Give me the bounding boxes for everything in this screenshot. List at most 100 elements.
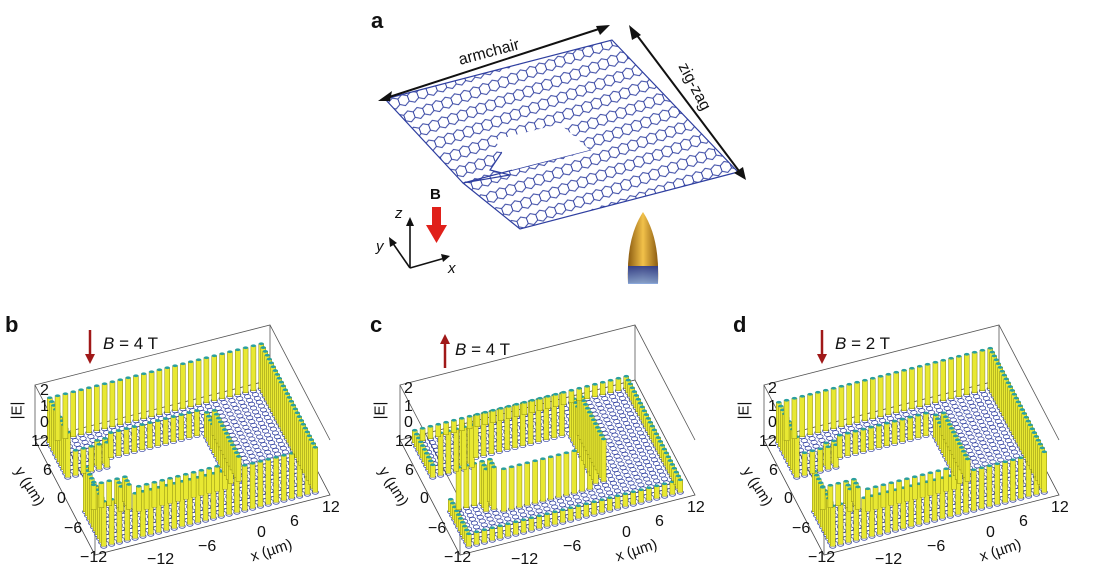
pillar-cap (282, 388, 288, 392)
lattice-site (981, 444, 989, 449)
lattice-site (649, 470, 657, 476)
lattice-site (975, 432, 983, 438)
panel-a-letter: a (371, 8, 384, 33)
lattice-site (605, 403, 613, 409)
edge-pillar (211, 355, 217, 401)
edge-pillar (281, 455, 287, 501)
pillar-cap (637, 401, 643, 405)
pillar-cap (638, 488, 644, 492)
field-label-a: B (430, 186, 441, 203)
edge-pillar (159, 480, 165, 506)
pillar-cap (451, 418, 457, 422)
edge-pillar (126, 484, 132, 510)
lattice-site (494, 514, 502, 520)
pillar-cap (960, 449, 967, 453)
edge-pillar (548, 456, 554, 500)
pillar-cap (98, 481, 105, 485)
edge-pillar (501, 468, 507, 512)
lattice-site (602, 482, 610, 488)
pillar-cap (599, 498, 605, 502)
lattice-site (246, 450, 254, 455)
lattice-site (979, 405, 987, 411)
edge-pillar (117, 379, 123, 425)
lattice-site (484, 512, 492, 518)
edge-pillar (461, 426, 467, 470)
lattice-site (644, 445, 652, 451)
pillar-cap (659, 443, 665, 447)
pillar-cap (302, 426, 308, 430)
zigzag-arrow (629, 25, 746, 180)
pillar-cap (817, 447, 823, 451)
edge-pillar (1041, 451, 1047, 493)
pillar-cap (204, 411, 210, 414)
edge-pillar (198, 470, 205, 496)
lattice-site (242, 425, 250, 430)
pillar-cap (843, 479, 849, 483)
pillar-cap (489, 461, 495, 465)
pillar-cap (122, 475, 128, 479)
edge-pillar (148, 371, 155, 417)
lattice-site (943, 406, 951, 411)
lattice-site (967, 434, 975, 440)
pillar-cap (1002, 460, 1008, 464)
edge-pillar (575, 505, 582, 519)
pillar-cap (312, 445, 318, 449)
edge-pillar (799, 396, 805, 437)
edge-pillar (607, 380, 614, 393)
edge-pillar (599, 499, 605, 513)
pillar-cap (1011, 392, 1017, 396)
edge-pillar (880, 484, 887, 508)
edge-pillar (235, 456, 242, 482)
panel-c-box-top (399, 324, 696, 501)
pillar-cap (148, 370, 155, 374)
lattice-site (928, 410, 936, 415)
lattice-site (957, 432, 965, 438)
lattice-site (611, 415, 619, 421)
edge-pillar (896, 480, 902, 504)
pillar-cap (555, 453, 562, 457)
pillar-cap (904, 477, 910, 481)
edge-pillar (872, 486, 879, 510)
edge-pillar (838, 386, 845, 427)
edge-pillar (994, 463, 1000, 505)
edge-pillar (893, 372, 899, 413)
edge-pillar (453, 428, 459, 472)
pillar-cap (1010, 458, 1016, 462)
pillar-cap (162, 417, 169, 420)
lattice-site (619, 413, 627, 419)
lattice-site (259, 407, 267, 413)
lattice-site (995, 453, 1003, 459)
lattice-site (643, 476, 651, 482)
edge-pillar (899, 418, 906, 442)
pillar-cap (631, 390, 637, 393)
lattice-site (646, 449, 654, 455)
pillar-cap (147, 421, 153, 424)
lattice-site (652, 461, 660, 466)
edge-pillar (227, 351, 233, 397)
pillar-cap (633, 394, 639, 397)
pillar-cap (479, 459, 485, 463)
lattice-site (617, 461, 625, 467)
edge-pillar (545, 396, 551, 409)
lattice-site (613, 471, 621, 476)
lattice-site (543, 506, 551, 512)
pillar-cap (114, 477, 120, 481)
panel-d-x-tick-6: 6 (1019, 513, 1028, 530)
pillar-cap (876, 423, 882, 427)
pillar-cap (473, 530, 480, 534)
pillar-cap (807, 392, 813, 396)
pillar-cap (260, 346, 266, 349)
pillar-cap (615, 376, 622, 380)
pillar-cap (49, 400, 55, 403)
panel-b-y-tick-6: 6 (43, 462, 52, 479)
lattice-site (965, 396, 973, 401)
axis-x-label: x (448, 260, 456, 277)
edge-pillar (830, 505, 836, 547)
edge-pillar (78, 389, 84, 435)
lattice-site (656, 468, 664, 474)
lattice-site (826, 436, 834, 441)
lattice-site (470, 520, 478, 526)
lattice-site (951, 404, 959, 409)
edge-pillar (630, 491, 636, 505)
lattice-site (810, 440, 818, 445)
